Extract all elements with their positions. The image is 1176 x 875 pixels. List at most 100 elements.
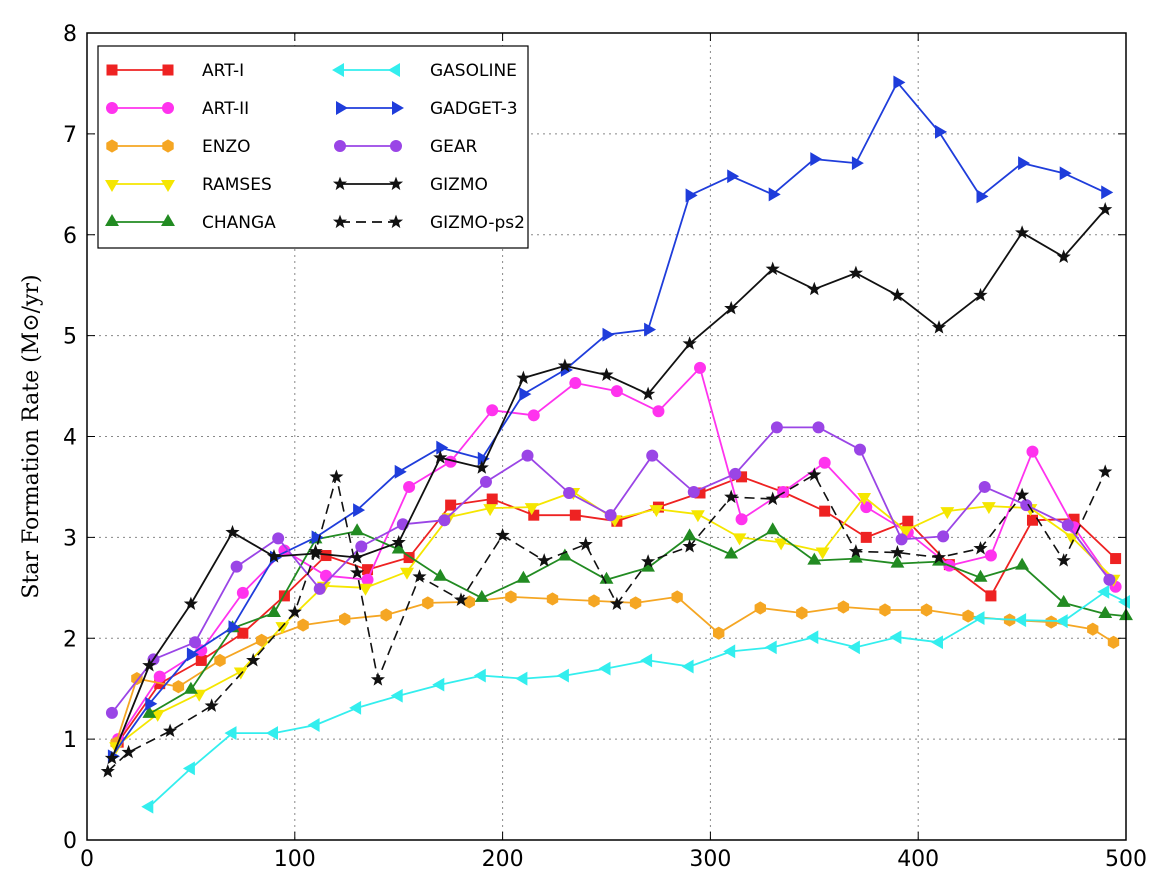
data-point-changa (474, 589, 489, 602)
data-point-gadget-3 (477, 451, 490, 466)
data-point-gadget-3 (228, 620, 241, 635)
y-tick-label: 8 (63, 22, 77, 47)
data-point-changa (848, 550, 863, 563)
data-point-gizmo-ps2 (931, 550, 947, 564)
legend-label: ART-II (202, 99, 249, 119)
y-axis-label: Star Formation Rate (M⊙/yr) (19, 274, 44, 598)
data-point-gadget-3 (145, 696, 158, 711)
data-point-gadget-3 (976, 189, 989, 204)
data-point-gasoline (806, 630, 819, 645)
data-point-gizmo (474, 460, 489, 474)
data-point-gadget-3 (1059, 166, 1072, 181)
data-point-gadget-3 (727, 169, 740, 184)
data-point-enzo (671, 590, 683, 604)
legend-marker (332, 63, 344, 77)
data-point-gizmo-ps2 (370, 672, 385, 686)
data-point-gear (937, 530, 950, 543)
data-point-changa (1098, 605, 1113, 618)
legend-label: GEAR (430, 137, 478, 157)
data-point-ramses (1065, 533, 1079, 546)
data-point-gasoline (723, 644, 736, 659)
data-point-gizmo-ps2 (329, 469, 344, 483)
data-point-gizmo (724, 300, 739, 315)
data-point-art-ii (694, 361, 707, 374)
data-point-gasoline (307, 718, 320, 732)
data-point-ramses (483, 504, 498, 517)
data-point-gadget-3 (893, 75, 906, 90)
data-point-enzo (546, 592, 559, 606)
data-point-gear (105, 706, 118, 719)
data-point-enzo (713, 626, 725, 640)
data-point-gizmo-ps2 (246, 652, 261, 667)
series-gizmo (104, 202, 1113, 765)
data-point-gear (230, 560, 243, 573)
data-point-gizmo-ps2 (973, 541, 988, 555)
data-point-gear (272, 532, 285, 545)
data-point-gasoline (224, 726, 237, 740)
data-point-gizmo-ps2 (765, 491, 780, 506)
series-enzo (110, 590, 1120, 750)
data-point-ramses (649, 505, 664, 518)
legend-item-gear: GEAR (334, 137, 478, 157)
legend-marker (106, 64, 118, 76)
data-point-gasoline (889, 630, 902, 645)
data-point-art-ii (735, 513, 748, 526)
data-point-gizmo-ps2 (121, 744, 136, 759)
data-point-gadget-3 (1018, 156, 1031, 171)
legend-marker (106, 139, 118, 153)
data-point-gear (895, 533, 908, 546)
data-point-gadget-3 (810, 152, 823, 167)
data-point-art-ii (569, 377, 582, 390)
data-point-gizmo-ps2 (453, 592, 469, 607)
data-point-enzo (879, 603, 891, 617)
data-point-changa (391, 541, 406, 554)
data-point-gear (812, 421, 825, 434)
data-point-gadget-3 (644, 322, 657, 337)
data-point-art-i (195, 654, 207, 666)
data-point-art-ii (610, 385, 623, 398)
data-point-gizmo-ps2 (204, 698, 219, 712)
legend-marker (161, 180, 175, 192)
data-point-gizmo-ps2 (412, 569, 427, 583)
data-point-changa (890, 555, 905, 568)
data-point-gadget-3 (935, 124, 948, 139)
data-point-gasoline (847, 640, 860, 655)
data-point-changa (183, 681, 198, 694)
data-point-changa (267, 604, 281, 617)
data-point-gadget-3 (353, 503, 366, 518)
data-point-art-i (569, 509, 581, 521)
data-point-gizmo (1056, 249, 1071, 264)
legend-label: GASOLINE (430, 61, 517, 81)
data-point-gasoline (1097, 584, 1110, 599)
data-point-enzo (255, 633, 268, 647)
data-point-gear (1103, 573, 1116, 586)
data-point-gizmo-ps2 (537, 553, 552, 567)
legend-marker (161, 214, 175, 226)
data-point-enzo (172, 680, 185, 694)
data-point-art-i (403, 552, 415, 564)
data-point-gasoline (432, 677, 445, 692)
x-tick-label: 0 (80, 847, 94, 870)
data-point-gadget-3 (519, 387, 532, 402)
legend-item-ramses: RAMSES (105, 175, 272, 195)
legend-marker (388, 176, 404, 191)
data-point-enzo (422, 596, 434, 610)
data-point-gadget-3 (768, 187, 781, 202)
data-point-gadget-3 (685, 188, 698, 203)
legend-marker (388, 214, 404, 229)
data-point-enzo (1087, 622, 1099, 636)
data-point-gizmo (682, 336, 697, 350)
legend-item-enzo: ENZO (106, 137, 251, 157)
data-point-ramses (524, 503, 539, 516)
data-point-art-i (985, 590, 997, 602)
data-point-gasoline (265, 726, 278, 740)
data-point-changa (1015, 557, 1030, 570)
legend-marker (332, 176, 348, 191)
data-point-gizmo (973, 287, 988, 302)
data-point-gizmo (266, 549, 282, 563)
y-tick-label: 0 (63, 829, 77, 854)
data-point-art-ii (527, 409, 540, 422)
x-tick-label: 200 (482, 847, 524, 870)
legend-label: GADGET-3 (430, 99, 518, 119)
